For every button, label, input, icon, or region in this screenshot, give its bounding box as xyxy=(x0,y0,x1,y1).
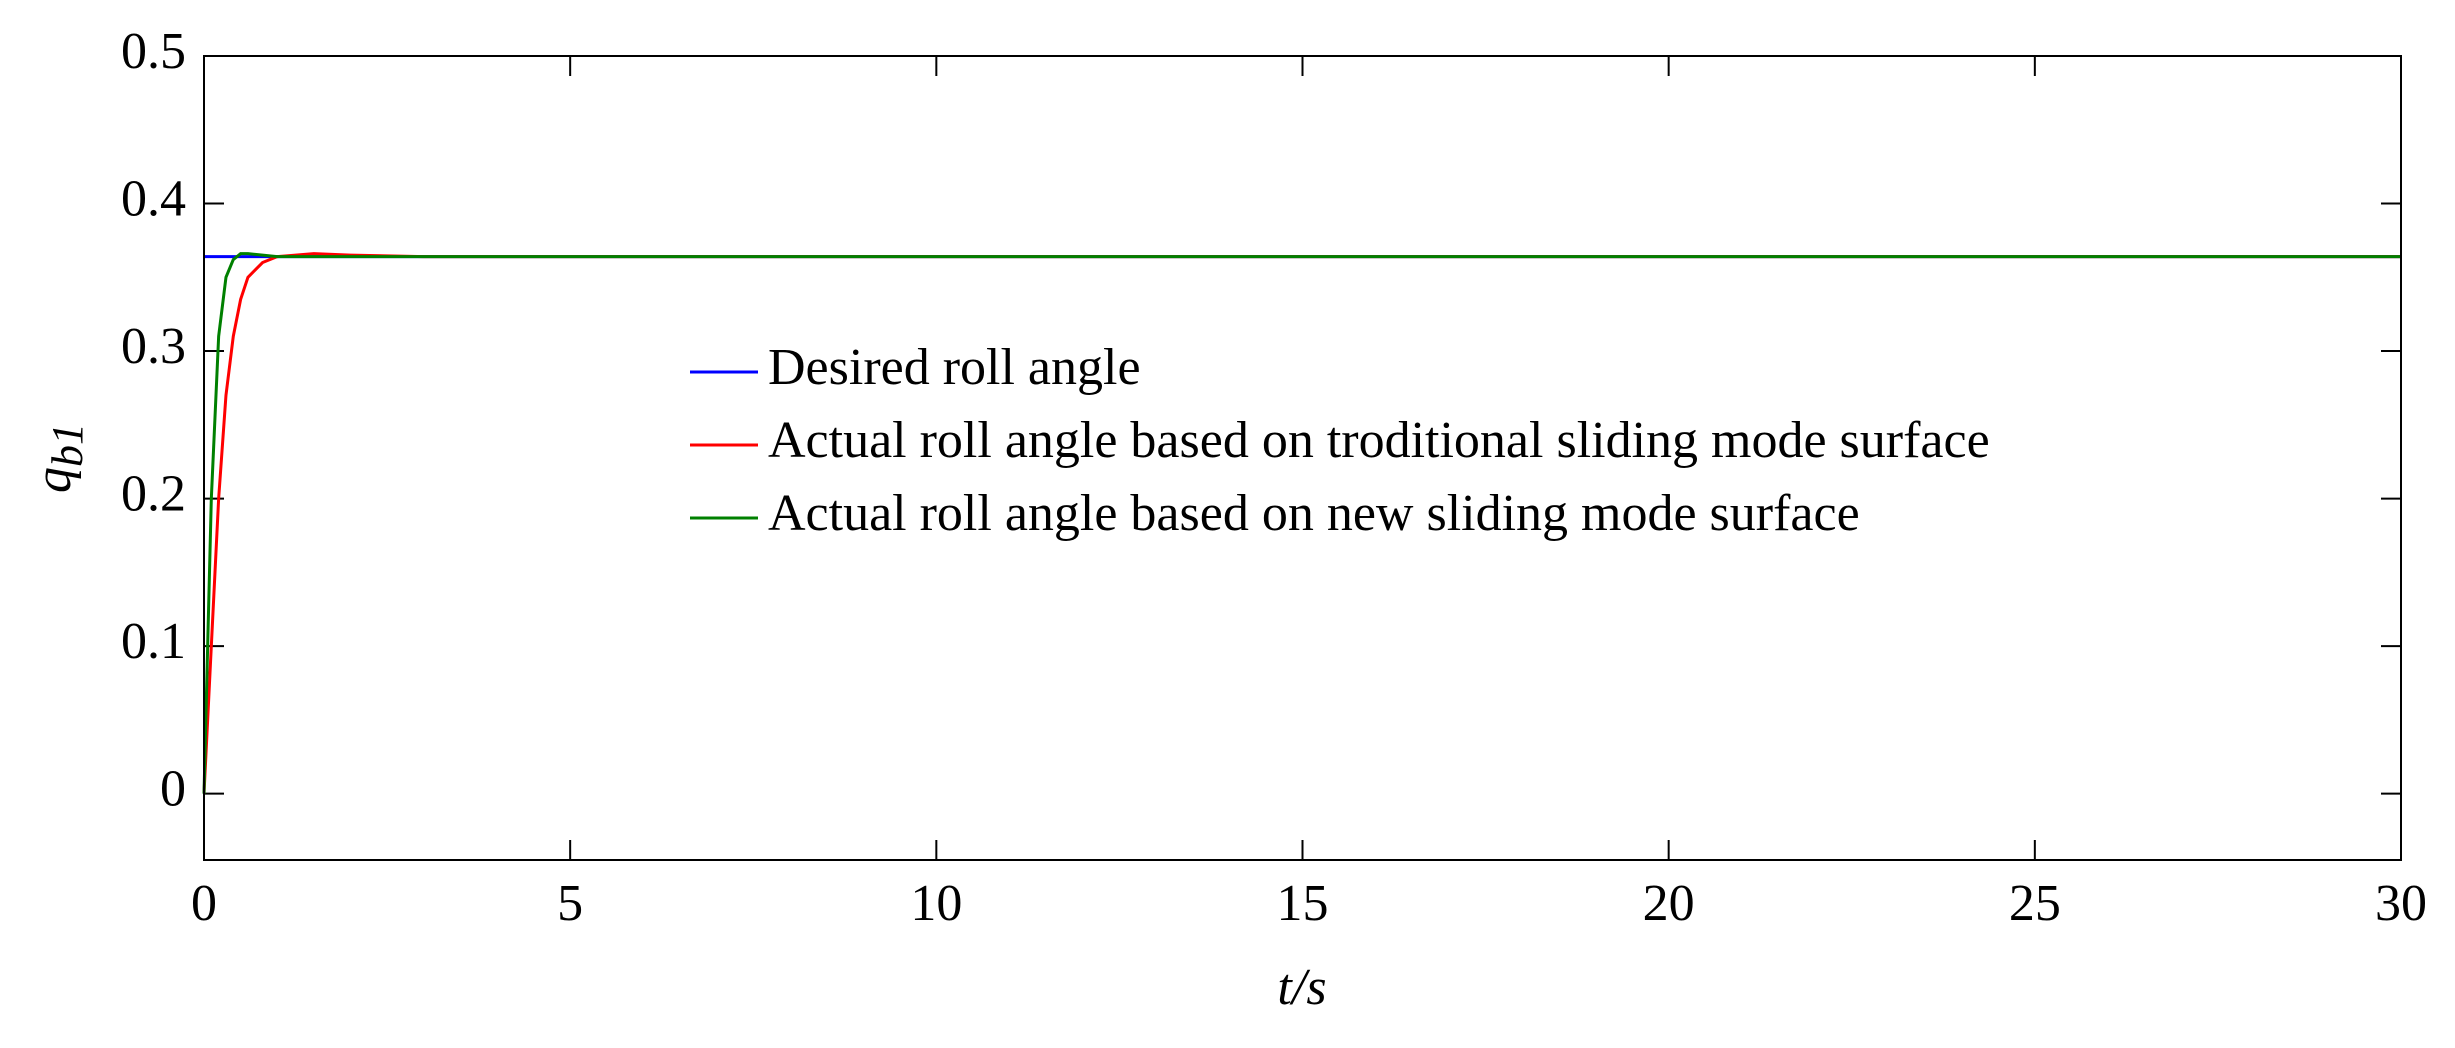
legend-label: Actual roll angle based on troditional s… xyxy=(768,412,1990,469)
y-axis-label: qb1 xyxy=(25,423,92,493)
legend-label: Desired roll angle xyxy=(768,339,1141,396)
x-tick-label: 20 xyxy=(1643,875,1695,932)
y-tick-label: 0.4 xyxy=(121,170,186,227)
x-axis-label: t/s xyxy=(1277,959,1326,1016)
series-line xyxy=(202,252,2401,794)
x-tick-label: 10 xyxy=(910,875,962,932)
y-tick-label: 0.1 xyxy=(121,613,186,670)
y-label-sub: b1 xyxy=(43,423,92,467)
x-tick-label: 25 xyxy=(2009,875,2061,932)
x-tick-label: 30 xyxy=(2375,875,2427,932)
y-tick-label: 0.3 xyxy=(121,318,186,375)
x-tick-label: 5 xyxy=(557,875,583,932)
x-tick-label: 0 xyxy=(191,875,217,932)
y-tick-label: 0.5 xyxy=(121,23,186,80)
plot-frame xyxy=(203,55,2402,861)
x-tick-label: 15 xyxy=(1277,875,1329,932)
y-label-main: q xyxy=(25,467,82,493)
y-tick-label: 0 xyxy=(160,761,186,818)
legend-label: Actual roll angle based on new sliding m… xyxy=(768,485,1860,542)
y-tick-label: 0.2 xyxy=(121,466,186,523)
y-axis-label-group: qb1 xyxy=(25,423,92,493)
